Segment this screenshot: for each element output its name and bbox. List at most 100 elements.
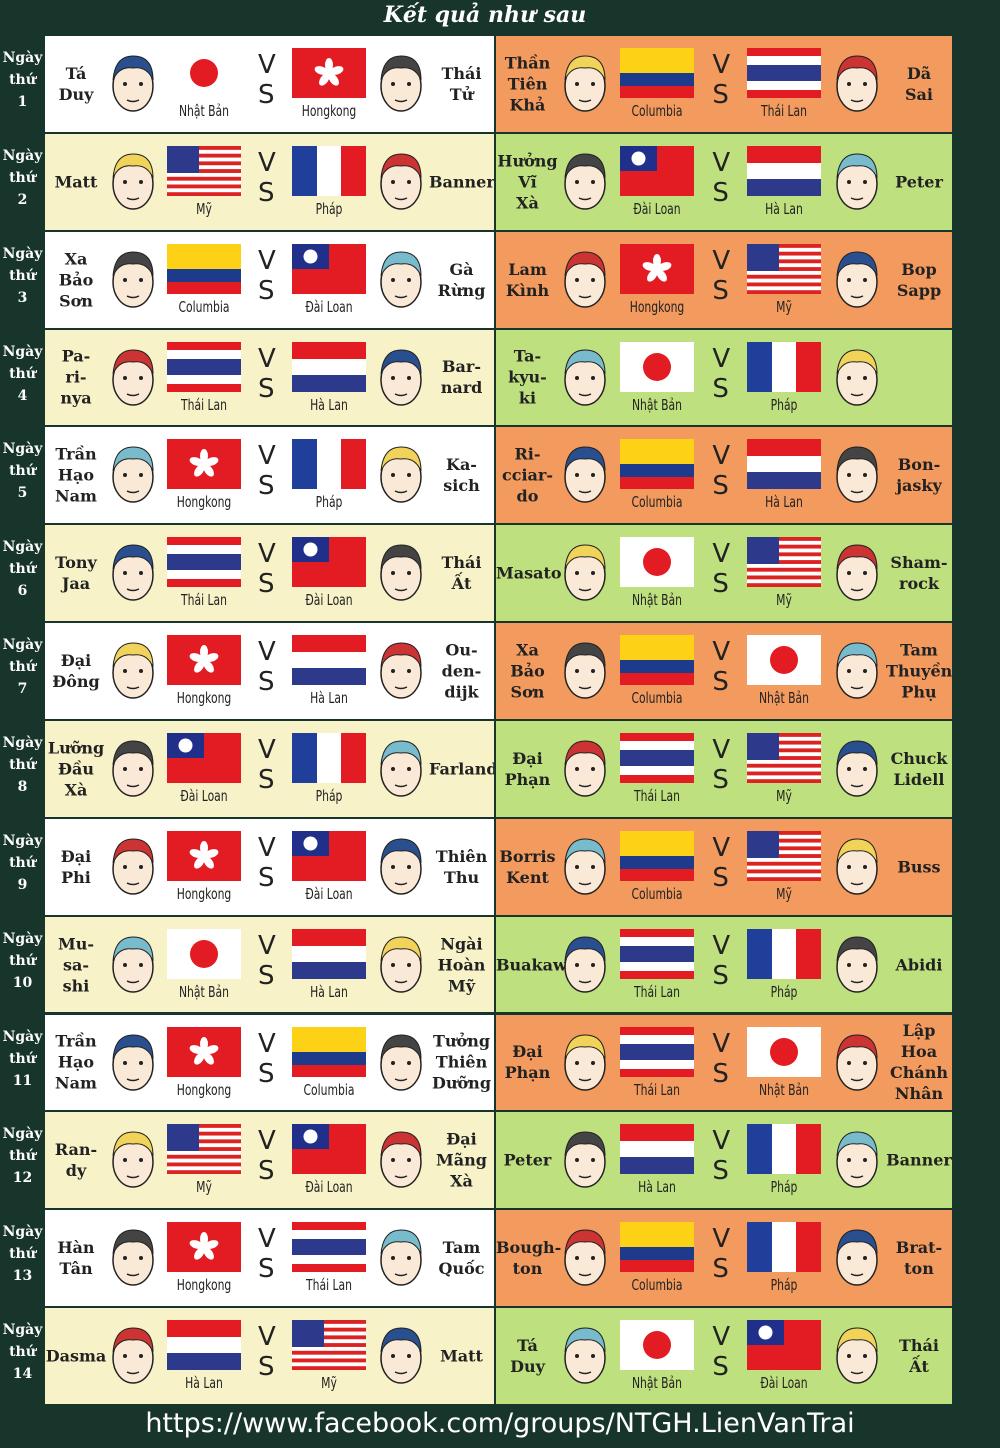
country-label: Hà Lan: [185, 1374, 223, 1393]
flag-box: [167, 732, 241, 787]
face: [559, 737, 611, 803]
country-label: Đài Loan: [305, 591, 353, 610]
player-name: Masato: [496, 563, 562, 583]
face: [836, 1033, 878, 1091]
flag: [746, 635, 821, 686]
flag-box: [292, 1222, 366, 1276]
country-label: Hongkong: [301, 102, 357, 120]
flag-box: [619, 1026, 694, 1081]
flag: [167, 341, 241, 392]
player-name: Tá Duy: [510, 1335, 545, 1376]
face: [375, 933, 427, 999]
vs-label: VS: [258, 50, 276, 110]
face: [107, 1226, 159, 1292]
face: [112, 1131, 154, 1189]
flag-box: [167, 341, 241, 396]
flag: [619, 1320, 694, 1371]
flag-box: [167, 537, 241, 591]
flag: [746, 1124, 821, 1175]
country-label: Mỹ: [321, 1374, 337, 1393]
player-name: Farland: [429, 759, 494, 779]
flag-box: [292, 439, 366, 493]
flag: [619, 635, 694, 686]
face: [836, 740, 878, 797]
flag-box: [292, 537, 366, 591]
face: [559, 639, 611, 705]
player-name: Dã Sai: [904, 63, 933, 104]
flag-box: [746, 635, 821, 689]
country-label: Pháp: [315, 199, 343, 218]
face: [831, 933, 883, 999]
face: [564, 740, 606, 797]
flag: [746, 341, 821, 392]
face: [107, 1128, 159, 1194]
country-label: Hongkong: [176, 1276, 232, 1295]
match-cell: Xa Bảo Sơn Columbia VS Nhật Bản Tam Thuyền P…: [496, 623, 952, 719]
flag-box: [746, 1026, 821, 1081]
face: [375, 1128, 427, 1194]
match-cell: Lam Kình Hongkong VS Mỹ Bop Sapp: [496, 231, 952, 328]
face: [107, 835, 159, 901]
match-cell: Mu- sa- shi Nhật Bản VS Hà Lan Ngài Hoàn Mỹ: [45, 916, 494, 1013]
face: [380, 1131, 422, 1189]
player-name: Thiên Thu: [435, 846, 488, 887]
face: [831, 541, 883, 607]
flag-box: [167, 1026, 241, 1081]
day-label: Ngày thứ 7: [2, 637, 43, 698]
flag-box: [292, 48, 366, 102]
country-label: Thái Lan: [181, 591, 227, 610]
vs-label: VS: [712, 147, 731, 208]
player-name: Ta- kyu- ki: [508, 346, 547, 408]
flag-box: [292, 145, 366, 200]
player-name: Sham- rock: [890, 553, 948, 594]
flag: [746, 537, 821, 588]
player-name: Dasma: [45, 1346, 107, 1366]
flag-box: [619, 928, 694, 983]
face: [836, 1327, 878, 1384]
player-name: Banner: [886, 1150, 952, 1170]
face: [375, 541, 427, 607]
face: [564, 642, 606, 699]
vs-label: VS: [258, 930, 276, 991]
flag-box: [167, 145, 241, 200]
face: [107, 443, 159, 509]
vs-label: VS: [258, 245, 276, 306]
country-label: Mỹ: [196, 199, 212, 218]
face: [380, 349, 422, 406]
face: [112, 153, 154, 210]
match-cell: Hàn Tân Hongkong VS Thái Lan Tam Quốc: [45, 1210, 494, 1307]
player-name: Ri- cciar- do: [501, 444, 553, 506]
flag-box: [746, 145, 821, 200]
match-cell: Đại Đông Hongkong VS Hà Lan Ou- den- dijk: [45, 623, 494, 719]
flag-box: [746, 1124, 821, 1178]
face: [380, 740, 422, 797]
flag-box: [292, 635, 366, 689]
player-name: Peter: [503, 1150, 552, 1170]
flag: [167, 243, 241, 294]
country-label: Columbia: [631, 884, 683, 903]
flag: [746, 145, 821, 196]
flag-box: [292, 928, 366, 983]
face: [559, 835, 611, 901]
country-label: Thái Lan: [633, 786, 680, 805]
face: [112, 544, 154, 601]
face: [380, 544, 422, 601]
face: [836, 544, 878, 601]
face: [112, 446, 154, 504]
match-cell: Peter Hà Lan VS Pháp Banner: [496, 1112, 952, 1209]
face: [112, 1229, 154, 1286]
flag: [167, 439, 241, 490]
flag: [292, 341, 366, 392]
match-cell: Tony Jaa Thái Lan VS Đài Loan Thái Ất: [45, 525, 494, 622]
player-name: Trần Hạo Nam: [55, 1031, 97, 1093]
flag: [619, 439, 694, 490]
flag-box: [167, 243, 241, 298]
face: [836, 936, 878, 993]
face: [107, 150, 159, 216]
match-cell: Trần Hạo Nam Hongkong VS Pháp Ka- sich: [45, 427, 494, 524]
flag-box: [167, 1124, 241, 1178]
face: [564, 1033, 606, 1091]
face: [380, 446, 422, 504]
player-name: Đại Đông: [52, 651, 100, 692]
